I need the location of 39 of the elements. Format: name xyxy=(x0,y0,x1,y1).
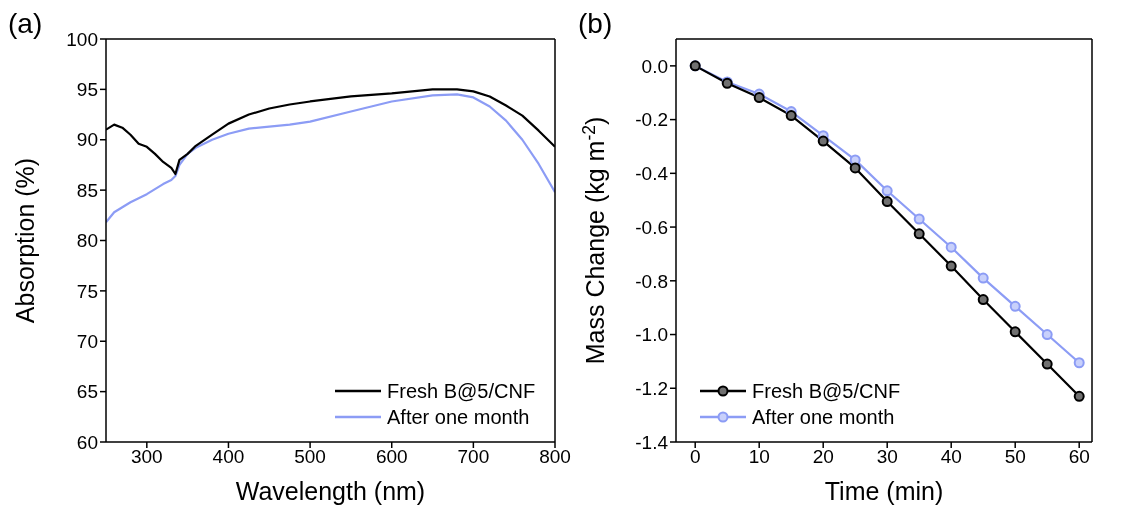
x-tick-label: 10 xyxy=(748,446,770,468)
y-tick-label: 65 xyxy=(76,381,98,403)
legend-label: After one month xyxy=(752,405,895,430)
x-tick-label: 700 xyxy=(457,446,490,468)
x-tick-label: 40 xyxy=(940,446,962,468)
y-tick-label: 85 xyxy=(76,179,98,201)
x-tick-label: 800 xyxy=(539,446,571,468)
x-tick-label: 60 xyxy=(1068,446,1090,468)
y-axis-title: Absorption (%) xyxy=(11,157,39,324)
legend-label: After one month xyxy=(387,405,530,430)
x-tick-label: 600 xyxy=(375,446,408,468)
y-tick-label: 100 xyxy=(66,28,98,50)
legend-label: Fresh B@5/CNF xyxy=(752,379,901,404)
x-axis-title: Time (min) xyxy=(824,477,944,505)
y-tick-label: -0.4 xyxy=(635,163,669,185)
y-tick-label: 60 xyxy=(76,431,98,453)
text: (b) xyxy=(578,8,613,40)
x-tick-label: 50 xyxy=(1004,446,1026,468)
x-tick-label: 20 xyxy=(812,446,834,468)
x-tick-label: 300 xyxy=(130,446,163,468)
x-axis-title: Wavelength (nm) xyxy=(235,477,426,505)
y-tick-label: -0.2 xyxy=(635,109,668,131)
y-tick-label: 0.0 xyxy=(641,55,668,77)
y-tick-label: -0.6 xyxy=(635,216,668,238)
x-tick-label: 500 xyxy=(294,446,326,468)
x-tick-label: 400 xyxy=(212,446,245,468)
y-tick-label: -1.4 xyxy=(635,431,669,453)
x-tick-label: 0 xyxy=(689,446,701,468)
y-tick-label: -0.8 xyxy=(635,270,668,292)
y-tick-label: 70 xyxy=(76,330,98,352)
y-tick-label: -1.2 xyxy=(635,378,668,400)
legend-label: Fresh B@5/CNF xyxy=(387,379,536,404)
y-tick-label: 75 xyxy=(76,280,98,302)
text: (a) xyxy=(8,8,43,40)
y-tick-label: 80 xyxy=(76,230,98,252)
y-tick-label: -1.0 xyxy=(635,324,668,346)
x-tick-label: 30 xyxy=(876,446,898,468)
y-tick-label: 95 xyxy=(76,79,98,101)
y-tick-label: 90 xyxy=(76,129,98,151)
